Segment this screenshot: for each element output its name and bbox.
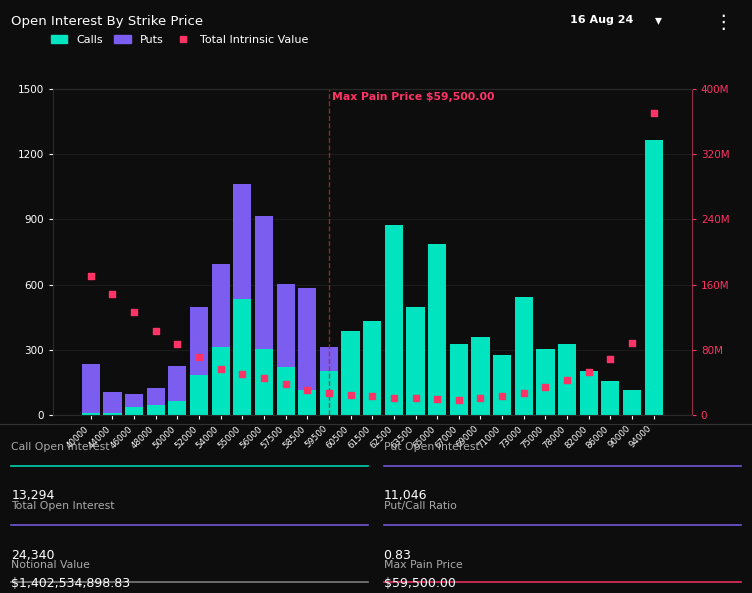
Bar: [277, 367, 295, 415]
Bar: [211, 346, 230, 415]
Point: [388, 393, 400, 403]
Bar: [363, 345, 381, 415]
Bar: [277, 283, 295, 415]
Bar: [450, 402, 468, 415]
Point: [258, 373, 270, 382]
Point: [214, 365, 226, 374]
Point: [323, 388, 335, 398]
Bar: [602, 409, 620, 415]
Bar: [168, 401, 186, 415]
Bar: [125, 407, 143, 415]
Text: Put Open Interest: Put Open Interest: [384, 442, 479, 452]
Bar: [363, 320, 381, 415]
Bar: [320, 346, 338, 415]
Bar: [472, 337, 490, 415]
Point: [193, 352, 205, 362]
Point: [150, 326, 162, 336]
Bar: [428, 244, 446, 415]
Bar: [385, 386, 403, 415]
Bar: [147, 406, 165, 415]
Point: [344, 390, 356, 400]
Point: [280, 380, 292, 389]
Bar: [472, 404, 490, 415]
Bar: [450, 345, 468, 415]
Text: $1,402,534,898.83: $1,402,534,898.83: [11, 577, 130, 590]
Text: Max Pain Price: Max Pain Price: [384, 560, 462, 570]
Point: [561, 375, 573, 385]
Bar: [385, 225, 403, 415]
Point: [107, 289, 119, 299]
Bar: [103, 413, 122, 415]
Bar: [580, 406, 598, 415]
Text: Notional Value: Notional Value: [11, 560, 90, 570]
Point: [605, 354, 617, 364]
Bar: [514, 296, 533, 415]
Bar: [644, 140, 663, 415]
Bar: [341, 331, 359, 415]
Point: [236, 369, 248, 378]
Text: 24,340: 24,340: [11, 549, 55, 562]
Point: [431, 394, 443, 403]
Bar: [580, 371, 598, 415]
Bar: [82, 364, 100, 415]
Point: [647, 109, 660, 118]
Text: 0.83: 0.83: [384, 549, 411, 562]
Bar: [493, 355, 511, 415]
Text: Call Open Interest: Call Open Interest: [11, 442, 110, 452]
Bar: [428, 380, 446, 415]
Bar: [320, 371, 338, 415]
Bar: [299, 390, 317, 415]
Point: [475, 393, 487, 403]
Text: ▾: ▾: [655, 13, 662, 27]
Text: 13,294: 13,294: [11, 489, 55, 502]
Point: [85, 272, 97, 281]
Bar: [341, 381, 359, 415]
Bar: [602, 381, 620, 415]
Point: [583, 367, 595, 377]
Bar: [406, 353, 425, 415]
Bar: [644, 393, 663, 415]
Bar: [233, 183, 251, 415]
Bar: [558, 402, 576, 415]
Bar: [125, 394, 143, 415]
Bar: [168, 366, 186, 415]
Text: $59,500.00: $59,500.00: [384, 577, 456, 590]
Point: [302, 385, 314, 394]
Bar: [623, 409, 641, 415]
Bar: [406, 307, 425, 415]
Point: [453, 395, 465, 404]
Text: 11,046: 11,046: [384, 489, 427, 502]
Point: [496, 391, 508, 400]
Bar: [558, 345, 576, 415]
Point: [518, 388, 530, 398]
Bar: [514, 402, 533, 415]
Legend: Calls, Puts, Total Intrinsic Value: Calls, Puts, Total Intrinsic Value: [47, 30, 313, 49]
Bar: [299, 288, 317, 415]
Bar: [536, 349, 554, 415]
Bar: [493, 400, 511, 415]
Point: [128, 308, 140, 317]
Bar: [103, 393, 122, 415]
Bar: [190, 375, 208, 415]
Text: Total Open Interest: Total Open Interest: [11, 501, 115, 511]
Text: 16 Aug 24: 16 Aug 24: [570, 15, 633, 25]
Text: Put/Call Ratio: Put/Call Ratio: [384, 501, 456, 511]
Point: [410, 393, 422, 403]
Bar: [233, 299, 251, 415]
Bar: [82, 413, 100, 415]
Bar: [255, 349, 273, 415]
Bar: [190, 307, 208, 415]
Bar: [211, 264, 230, 415]
Text: Open Interest By Strike Price: Open Interest By Strike Price: [11, 15, 203, 28]
Bar: [536, 394, 554, 415]
Bar: [623, 390, 641, 415]
Point: [171, 339, 183, 349]
Point: [366, 391, 378, 401]
Point: [626, 339, 638, 348]
Text: ⋮: ⋮: [714, 13, 733, 32]
Bar: [255, 216, 273, 415]
Point: [539, 382, 551, 391]
Bar: [147, 388, 165, 415]
Text: Max Pain Price $59,500.00: Max Pain Price $59,500.00: [332, 92, 495, 102]
